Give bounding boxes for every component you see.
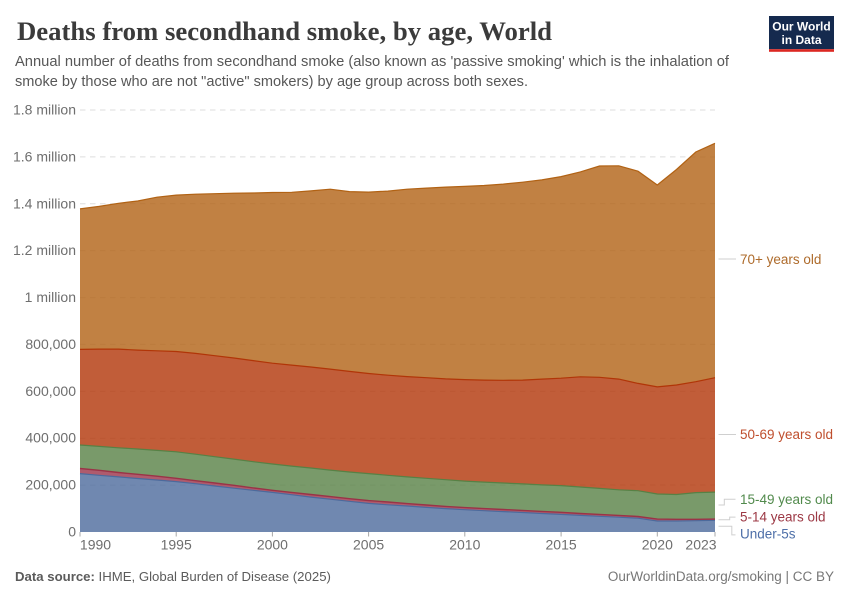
svg-text:70+ years old: 70+ years old xyxy=(740,252,821,267)
svg-text:Annual number of deaths from s: Annual number of deaths from secondhand … xyxy=(15,54,729,70)
svg-text:1.6 million: 1.6 million xyxy=(13,148,76,164)
svg-text:2010: 2010 xyxy=(449,537,480,553)
svg-text:2020: 2020 xyxy=(642,537,673,553)
svg-text:Data source: IHME, Global Burd: Data source: IHME, Global Burden of Dise… xyxy=(15,569,331,584)
svg-text:2023: 2023 xyxy=(685,537,716,553)
svg-text:2000: 2000 xyxy=(257,537,288,553)
svg-text:15-49 years old: 15-49 years old xyxy=(740,492,833,507)
svg-text:1.4 million: 1.4 million xyxy=(13,195,76,211)
svg-text:1995: 1995 xyxy=(161,537,192,553)
svg-text:smoke by those who are not "ac: smoke by those who are not "active" smok… xyxy=(15,74,528,90)
svg-text:1.8 million: 1.8 million xyxy=(13,102,76,118)
svg-text:1990: 1990 xyxy=(80,537,111,553)
svg-text:1.2 million: 1.2 million xyxy=(13,242,76,258)
svg-text:600,000: 600,000 xyxy=(25,383,76,399)
svg-text:1 million: 1 million xyxy=(25,289,76,305)
svg-text:50-69 years old: 50-69 years old xyxy=(740,427,833,442)
svg-text:400,000: 400,000 xyxy=(25,430,76,446)
svg-text:2005: 2005 xyxy=(353,537,384,553)
svg-text:200,000: 200,000 xyxy=(25,477,76,493)
svg-text:2015: 2015 xyxy=(546,537,577,553)
svg-text:Our World: Our World xyxy=(772,20,830,34)
svg-text:in Data: in Data xyxy=(781,33,821,47)
svg-text:Deaths from secondhand smoke,: Deaths from secondhand smoke, by age, Wo… xyxy=(17,16,552,46)
svg-text:0: 0 xyxy=(68,524,76,540)
svg-text:Under-5s: Under-5s xyxy=(740,527,796,542)
svg-text:OurWorldinData.org/smoking | C: OurWorldinData.org/smoking | CC BY xyxy=(608,569,834,584)
svg-text:5-14 years old: 5-14 years old xyxy=(740,510,826,525)
svg-text:800,000: 800,000 xyxy=(25,336,76,352)
